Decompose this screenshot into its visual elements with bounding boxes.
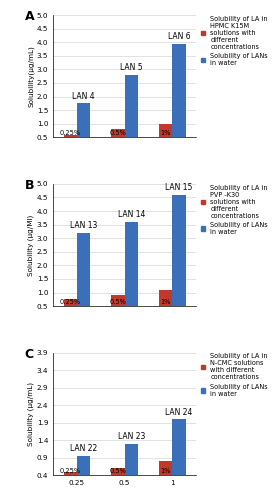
Bar xyxy=(64,134,77,151)
Y-axis label: Solubility (μg/mL): Solubility (μg/mL) xyxy=(27,382,34,446)
Text: LAN 23: LAN 23 xyxy=(118,432,145,441)
Bar xyxy=(111,129,125,151)
Bar xyxy=(64,472,77,489)
Text: 0.25%: 0.25% xyxy=(60,130,81,136)
Bar xyxy=(77,104,90,151)
Text: C: C xyxy=(25,348,34,361)
Text: 1%: 1% xyxy=(160,468,171,474)
Text: A: A xyxy=(25,10,34,23)
Text: 0.5%: 0.5% xyxy=(109,130,126,136)
Y-axis label: Solubility(μg/mL): Solubility(μg/mL) xyxy=(27,46,34,107)
Bar xyxy=(111,468,125,489)
Bar xyxy=(111,296,125,320)
Bar xyxy=(77,233,90,320)
Text: 0.25%: 0.25% xyxy=(60,468,81,474)
Legend: Solubility of LA in
HPMC K15M
solutions with
different
concentrations, Solubilit: Solubility of LA in HPMC K15M solutions … xyxy=(201,16,268,66)
Text: LAN 22: LAN 22 xyxy=(70,444,97,454)
Text: LAN 4: LAN 4 xyxy=(72,92,95,101)
Text: 0.25%: 0.25% xyxy=(60,299,81,305)
Text: 1%: 1% xyxy=(160,130,171,136)
Y-axis label: Solubility (μg/Ml): Solubility (μg/Ml) xyxy=(27,214,34,276)
Bar xyxy=(159,124,172,151)
Bar xyxy=(125,75,138,151)
Bar xyxy=(159,290,172,320)
Text: LAN 14: LAN 14 xyxy=(118,210,145,220)
Text: LAN 15: LAN 15 xyxy=(165,184,193,192)
Bar xyxy=(125,222,138,320)
Text: 0.5%: 0.5% xyxy=(109,468,126,474)
Text: 1%: 1% xyxy=(160,299,171,305)
Text: LAN 6: LAN 6 xyxy=(167,32,190,41)
Bar xyxy=(172,194,186,320)
Text: LAN 5: LAN 5 xyxy=(120,64,143,72)
Text: LAN 13: LAN 13 xyxy=(70,222,97,230)
Text: LAN 24: LAN 24 xyxy=(165,408,193,416)
Bar xyxy=(172,419,186,489)
Text: 0.5%: 0.5% xyxy=(109,299,126,305)
Bar xyxy=(77,456,90,489)
Bar xyxy=(125,444,138,489)
Legend: Solubility of LA in
N-CMC solutions
with different
concentrations, Solubility of: Solubility of LA in N-CMC solutions with… xyxy=(201,354,268,397)
Bar xyxy=(159,461,172,489)
Legend: Solubility of LA in
PVP -K30
solutions with
different
concentrations, Solubility: Solubility of LA in PVP -K30 solutions w… xyxy=(201,184,268,235)
Text: B: B xyxy=(25,179,34,192)
Bar xyxy=(64,300,77,320)
Bar xyxy=(172,44,186,151)
